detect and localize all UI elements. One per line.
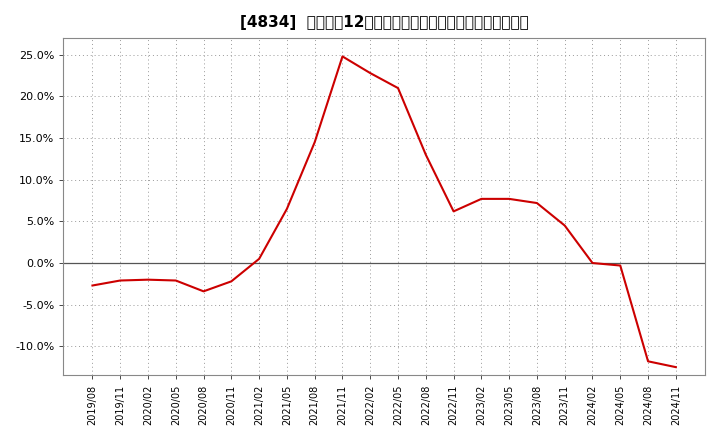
Title: [4834]  売上高の12か月移動合計の対前年同期増減率の推移: [4834] 売上高の12か月移動合計の対前年同期増減率の推移: [240, 15, 528, 30]
